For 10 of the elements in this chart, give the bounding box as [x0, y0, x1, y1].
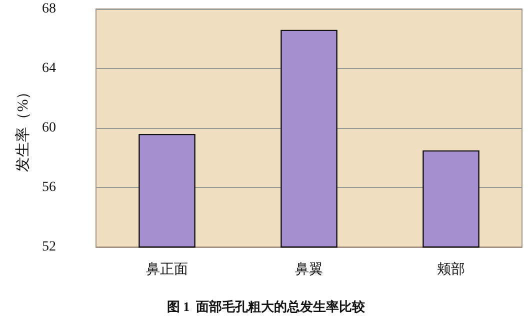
- x-tick-label: 鼻正面: [146, 262, 188, 278]
- y-tick-label: 60: [42, 120, 56, 136]
- x-tick-label: 鼻翼: [295, 262, 323, 278]
- x-tick-label: 颊部: [437, 262, 465, 278]
- y-tick-label: 52: [42, 240, 56, 254]
- y-tick-label: 68: [42, 2, 56, 16]
- y-axis-title: 发生率（%）: [14, 84, 32, 172]
- text: 图 1 面部毛孔粗大的总发生率比较: [166, 299, 366, 314]
- y-tick-label: 56: [42, 180, 56, 195]
- y-tick-label: 64: [42, 61, 56, 76]
